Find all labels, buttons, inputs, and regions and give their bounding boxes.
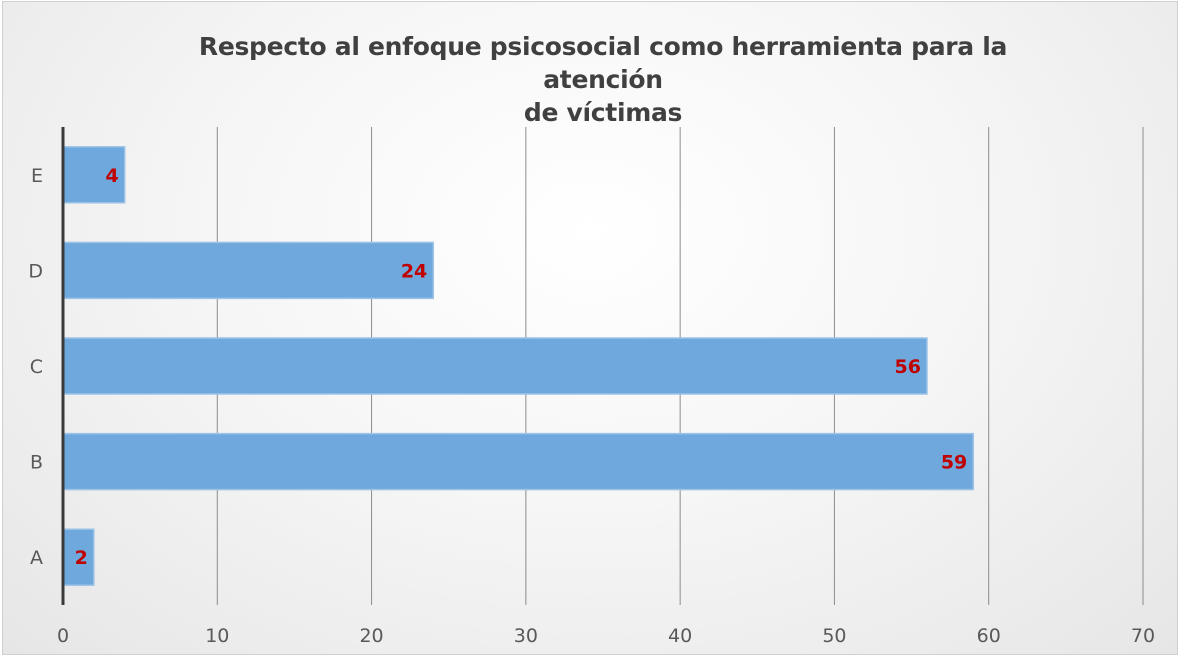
x-tick-label-0: 0 <box>57 625 69 647</box>
x-tick-label-10: 10 <box>205 625 229 647</box>
bar-D <box>62 241 435 300</box>
x-tick-label-20: 20 <box>359 625 383 647</box>
x-tick-label-50: 50 <box>822 625 846 647</box>
data-label-D: 24 <box>401 260 427 282</box>
category-label-D: D <box>28 260 43 282</box>
bar-B <box>62 432 975 491</box>
data-label-E: 4 <box>105 165 118 187</box>
data-label-A: 2 <box>75 547 88 569</box>
chart-title-line-2: de víctimas <box>523 98 683 127</box>
category-label-C: C <box>30 356 43 378</box>
chart-title-line-1: Respecto al enfoque psicosocial como her… <box>198 32 1008 94</box>
chart-title: Respecto al enfoque psicosocial como her… <box>143 30 1063 129</box>
bar-C <box>62 337 928 395</box>
x-tick-label-30: 30 <box>514 625 538 647</box>
x-tick-label-70: 70 <box>1131 625 1155 647</box>
x-tick-label-40: 40 <box>668 625 692 647</box>
data-label-C: 56 <box>895 356 921 378</box>
bar-chart-plot: 0 10 20 30 40 50 60 70 A 2 B 59 C 56 D 24 E 4 <box>28 127 1155 647</box>
x-tick-label-60: 60 <box>977 625 1001 647</box>
category-label-E: E <box>31 165 43 187</box>
bar-E <box>62 146 126 204</box>
data-label-B: 59 <box>941 452 967 474</box>
category-label-B: B <box>30 452 43 474</box>
bar-A <box>62 528 95 586</box>
category-label-A: A <box>30 547 43 569</box>
